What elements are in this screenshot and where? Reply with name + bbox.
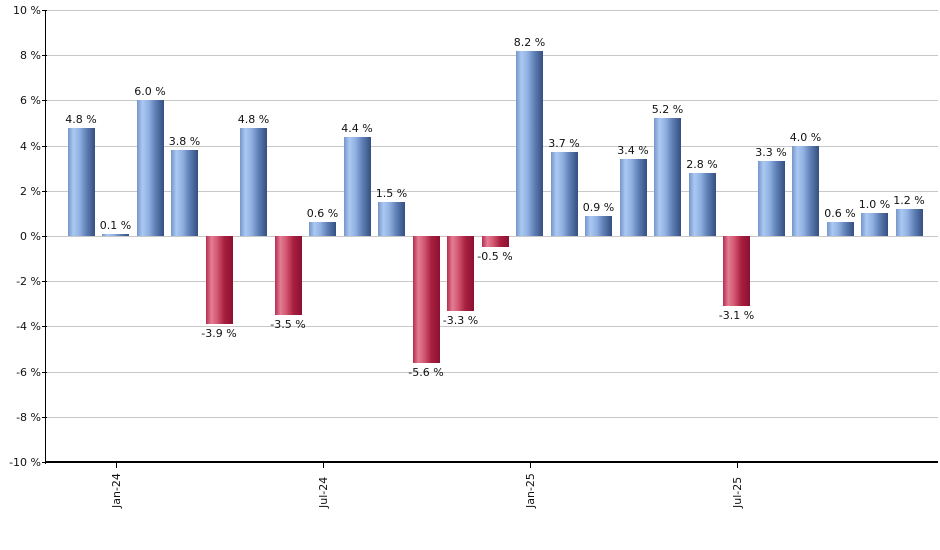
positive-bar [895,208,923,236]
gridline [46,281,938,282]
y-axis-tick-label: -4 % [16,320,41,333]
bar-value-label: 3.4 % [617,144,649,158]
bar-value-label: 1.0 % [858,198,891,212]
positive-bar [861,213,888,236]
bar-value-label: 1.5 % [375,187,408,201]
positive-bar [757,161,785,236]
bar-value-label: 3.8 % [168,135,201,149]
bar-value-label: -5.6 % [408,365,444,379]
x-axis-tick [529,462,531,468]
y-axis-tick [42,100,47,101]
y-axis-tick-label: 6 % [20,94,41,107]
gridline [46,191,938,192]
y-axis-tick-label: 10 % [13,4,41,17]
y-axis-tick-label: -2 % [16,275,41,288]
bar-value-label: 8.2 % [513,35,546,49]
positive-bar [585,215,612,236]
positive-bar [171,150,198,236]
bar-value-label: -3.1 % [718,309,755,323]
negative-bar [205,236,233,325]
x-axis-tick [115,462,117,468]
x-axis-tick-label: Jan-24 [109,473,123,508]
positive-bar [309,222,336,236]
negative-bar [723,236,750,307]
bar-value-label: -3.9 % [201,327,237,341]
y-axis-tick-label: 8 % [20,49,41,62]
positive-bar [378,202,405,236]
x-axis-tick-label: Jul-24 [316,476,330,508]
bar-value-label: -0.5 % [477,250,513,264]
bar-value-label: -3.3 % [442,313,479,327]
gridline [46,10,938,11]
positive-bar [619,159,647,236]
bar-value-label: 3.3 % [755,146,787,160]
bar-value-label: 6.0 % [134,85,166,99]
negative-bar [274,236,302,316]
x-axis-tick-label: Jul-25 [730,476,744,508]
y-axis-tick [42,10,47,11]
bar-value-label: 0.9 % [582,200,615,214]
gridline [46,326,938,327]
bar-value-label: 2.8 % [686,157,718,171]
bar-value-label: -3.5 % [270,318,306,332]
x-axis-line [45,461,938,463]
y-axis-tick [42,236,47,237]
bar-value-label: 0.6 % [306,207,339,221]
bar-value-label: 4.4 % [341,121,373,135]
y-axis-tick [42,462,47,463]
positive-bar [792,145,819,236]
bar-value-label: 4.0 % [789,130,822,144]
y-axis-tick-label: 4 % [20,140,41,153]
gridline [46,146,938,147]
y-axis-tick [42,372,47,373]
bar-value-label: 5.2 % [651,103,684,117]
y-axis-tick-label: -6 % [16,366,41,379]
positive-bar [550,152,578,236]
positive-bar [240,127,267,236]
gridline [46,372,938,373]
y-axis-tick-label: 0 % [20,230,41,243]
gridline [46,417,938,418]
y-axis-tick [42,146,47,147]
y-axis-tick [42,281,47,282]
y-axis-line [45,10,46,464]
x-axis-tick [322,462,324,468]
negative-bar [447,236,474,311]
x-axis-tick [736,462,738,468]
positive-bar [516,50,543,236]
y-axis-tick-label: 2 % [20,185,41,198]
gridline [46,55,938,56]
positive-bar [136,100,164,236]
bar-value-label: 4.8 % [65,112,97,126]
negative-bar [481,236,509,248]
y-axis-tick [42,326,47,327]
y-axis-tick-label: -10 % [9,456,41,469]
positive-bar [654,118,681,236]
y-axis-tick [42,191,47,192]
y-axis-tick [42,417,47,418]
bar-value-label: 3.7 % [548,137,580,151]
bar-value-label: 4.8 % [237,112,270,126]
bar-value-label: 0.1 % [99,218,132,232]
x-axis-tick-label: Jan-25 [523,473,537,508]
positive-bar [67,127,95,236]
negative-bar [412,236,440,363]
bar-value-label: 1.2 % [893,193,925,207]
positive-bar [826,222,854,236]
y-axis-tick-label: -8 % [16,411,41,424]
bar-value-label: 0.6 % [824,207,856,221]
positive-bar [688,172,716,236]
gridline [46,100,938,101]
positive-bar [343,136,371,236]
positive-bar [102,233,129,236]
y-axis-tick [42,55,47,56]
